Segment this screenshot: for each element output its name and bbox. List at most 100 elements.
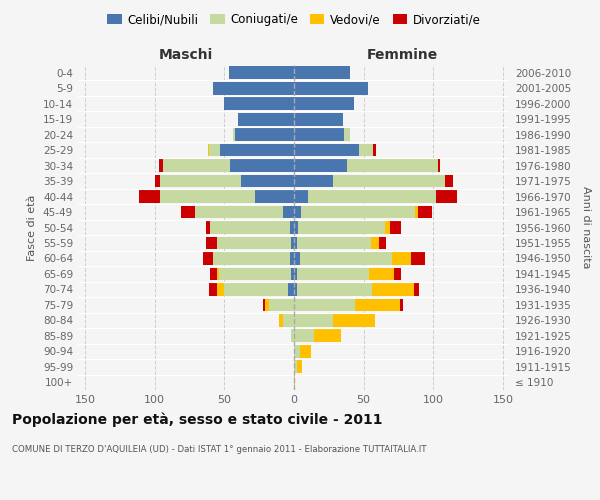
- Bar: [213, 252, 290, 265]
- Legend: Celibi/Nubili, Coniugati/e, Vedovi/e, Divorziati/e: Celibi/Nubili, Coniugati/e, Vedovi/e, Di…: [103, 8, 485, 31]
- Bar: [294, 82, 368, 94]
- Bar: [181, 206, 195, 218]
- Bar: [333, 174, 445, 188]
- Bar: [294, 190, 308, 203]
- Bar: [294, 128, 344, 141]
- Bar: [333, 314, 375, 326]
- Bar: [369, 268, 394, 280]
- Bar: [206, 236, 217, 250]
- Bar: [241, 174, 294, 188]
- Text: Femmine: Femmine: [367, 48, 437, 62]
- Bar: [230, 159, 294, 172]
- Bar: [294, 113, 343, 126]
- Bar: [209, 144, 220, 156]
- Bar: [235, 128, 294, 141]
- Bar: [213, 82, 294, 94]
- Bar: [294, 174, 333, 188]
- Bar: [371, 236, 379, 250]
- Text: COMUNE DI TERZO D'AQUILEIA (UD) - Dati ISTAT 1° gennaio 2011 - Elaborazione TUTT: COMUNE DI TERZO D'AQUILEIA (UD) - Dati I…: [12, 445, 427, 454]
- Bar: [160, 174, 241, 188]
- Bar: [411, 252, 425, 265]
- Bar: [379, 236, 386, 250]
- Bar: [217, 268, 219, 280]
- Bar: [394, 268, 401, 280]
- Bar: [297, 360, 302, 373]
- Bar: [217, 283, 224, 296]
- Bar: [203, 252, 213, 265]
- Bar: [392, 252, 411, 265]
- Y-axis label: Fasce di età: Fasce di età: [28, 194, 37, 260]
- Bar: [294, 252, 299, 265]
- Bar: [344, 128, 350, 141]
- Bar: [308, 190, 436, 203]
- Bar: [445, 174, 453, 188]
- Bar: [414, 283, 419, 296]
- Bar: [299, 345, 311, 358]
- Bar: [208, 144, 209, 156]
- Bar: [385, 221, 390, 234]
- Bar: [283, 314, 294, 326]
- Bar: [294, 236, 297, 250]
- Bar: [289, 283, 294, 296]
- Bar: [297, 283, 372, 296]
- Bar: [209, 283, 217, 296]
- Bar: [160, 190, 255, 203]
- Bar: [294, 298, 355, 311]
- Bar: [233, 128, 235, 141]
- Bar: [291, 330, 294, 342]
- Bar: [294, 314, 333, 326]
- Bar: [238, 113, 294, 126]
- Bar: [436, 190, 457, 203]
- Bar: [195, 206, 283, 218]
- Bar: [219, 268, 291, 280]
- Bar: [291, 268, 294, 280]
- Bar: [290, 252, 294, 265]
- Bar: [224, 283, 289, 296]
- Bar: [263, 298, 265, 311]
- Bar: [294, 159, 347, 172]
- Bar: [283, 206, 294, 218]
- Bar: [265, 298, 269, 311]
- Bar: [299, 252, 392, 265]
- Bar: [155, 174, 160, 188]
- Bar: [355, 298, 400, 311]
- Bar: [294, 283, 297, 296]
- Bar: [400, 298, 403, 311]
- Bar: [159, 159, 163, 172]
- Y-axis label: Anni di nascita: Anni di nascita: [581, 186, 591, 269]
- Bar: [390, 221, 401, 234]
- Bar: [372, 283, 414, 296]
- Bar: [294, 376, 295, 388]
- Bar: [255, 190, 294, 203]
- Bar: [217, 236, 291, 250]
- Bar: [373, 144, 376, 156]
- Bar: [418, 206, 432, 218]
- Bar: [301, 206, 415, 218]
- Bar: [163, 159, 230, 172]
- Bar: [291, 236, 294, 250]
- Text: Popolazione per età, sesso e stato civile - 2011: Popolazione per età, sesso e stato civil…: [12, 412, 383, 427]
- Bar: [297, 268, 369, 280]
- Bar: [139, 190, 160, 203]
- Bar: [294, 221, 298, 234]
- Bar: [294, 330, 314, 342]
- Bar: [359, 144, 373, 156]
- Bar: [437, 159, 440, 172]
- Bar: [314, 330, 341, 342]
- Bar: [294, 206, 301, 218]
- Bar: [294, 360, 297, 373]
- Bar: [298, 221, 385, 234]
- Bar: [269, 298, 294, 311]
- Bar: [415, 206, 418, 218]
- Bar: [229, 66, 294, 79]
- Bar: [278, 314, 283, 326]
- Bar: [206, 221, 211, 234]
- Bar: [347, 159, 437, 172]
- Bar: [220, 144, 294, 156]
- Bar: [294, 268, 297, 280]
- Bar: [294, 66, 350, 79]
- Text: Maschi: Maschi: [159, 48, 213, 62]
- Bar: [294, 345, 299, 358]
- Bar: [211, 268, 217, 280]
- Bar: [224, 98, 294, 110]
